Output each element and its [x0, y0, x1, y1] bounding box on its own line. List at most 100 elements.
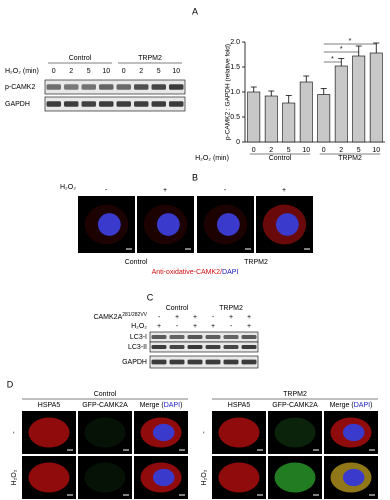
sign: + — [229, 314, 233, 321]
sign: + — [175, 314, 179, 321]
sign: - — [224, 187, 227, 194]
nucleus — [97, 213, 121, 236]
x-tick-label: 5 — [287, 147, 291, 154]
blot-band — [151, 359, 167, 365]
lane-label: 2 — [139, 68, 143, 75]
blot-frame — [149, 341, 259, 353]
blot-band — [205, 335, 221, 339]
column-label: HSPA5 — [228, 402, 251, 409]
row-label: - — [11, 431, 18, 434]
nucleus — [275, 213, 299, 236]
significance-star: * — [349, 38, 352, 45]
cell-stain — [218, 417, 260, 448]
cell-stain — [28, 417, 70, 448]
caption: Anti-oxidative-CAMK2/DAPI — [152, 269, 239, 276]
blot-band — [46, 101, 61, 107]
blot-band — [46, 84, 61, 90]
significance-star: * — [340, 46, 343, 53]
row-label: p-CAMK2 — [5, 84, 35, 91]
blot-band — [64, 84, 79, 90]
column-label: GFP-CAMK2A — [272, 402, 318, 409]
time-label: H₂O₂ (min) — [5, 68, 39, 75]
panel-label: D — [7, 379, 14, 389]
y-tick-label: 2.0 — [230, 39, 240, 46]
blot-band — [169, 101, 184, 107]
x-tick-label: 2 — [269, 147, 273, 154]
sign: + — [247, 323, 251, 330]
x-tick-label: 5 — [357, 147, 361, 154]
sign: + — [211, 323, 215, 330]
merge-dapi: DAPI — [164, 402, 180, 409]
group-label: Control — [269, 155, 292, 162]
blot-band — [241, 335, 257, 339]
group-label: Control — [69, 55, 92, 62]
lane-label: 2 — [69, 68, 73, 75]
blot-band — [151, 335, 167, 339]
nucleus — [216, 213, 240, 236]
nucleus — [342, 468, 365, 487]
blot-band — [187, 345, 203, 349]
group-label: TRPM2 — [244, 259, 268, 266]
lane-label: 10 — [102, 68, 110, 75]
blot-frame — [44, 96, 186, 112]
merge-open: Merge ( — [140, 402, 165, 409]
group-label: TRPM2 — [338, 155, 362, 162]
column-label: HSPA5 — [38, 402, 61, 409]
row-label: H₂O₂ — [201, 469, 208, 485]
y-axis-label: p-CAMK2 : GAPDH (relative fold) — [225, 44, 232, 140]
error-bar — [285, 95, 292, 103]
micrograph — [268, 411, 322, 454]
error-bar — [355, 45, 362, 56]
bar — [264, 95, 278, 143]
group-label: Control — [125, 259, 148, 266]
x-tick-label: 0 — [322, 147, 326, 154]
blot-band — [169, 335, 185, 339]
sign: + — [163, 187, 167, 194]
construct-superscript: 281/282VV — [122, 312, 147, 318]
sign: + — [157, 323, 161, 330]
nucleus — [156, 213, 180, 236]
panel-label: A — [192, 6, 198, 16]
merge-close: ) — [370, 402, 372, 409]
blot-band — [81, 101, 96, 107]
error-bar — [303, 75, 310, 82]
bar — [369, 52, 383, 143]
blot-band — [223, 359, 239, 365]
row-label: GAPDH — [122, 359, 147, 366]
construct-name: CAMK2A — [93, 314, 122, 321]
panel-label: B — [192, 172, 198, 182]
bar — [317, 94, 331, 143]
blot-band — [151, 84, 166, 90]
nucleus — [152, 423, 175, 442]
lane-label: 0 — [122, 68, 126, 75]
bar — [282, 102, 296, 143]
blot-band — [241, 359, 257, 365]
x-tick-label: 0 — [252, 147, 256, 154]
blot-band — [169, 345, 185, 349]
caption-stain: Anti-oxidative-CAMK2/ — [152, 269, 222, 276]
panel-label: C — [147, 292, 154, 302]
lane-label: 5 — [157, 68, 161, 75]
blot-band — [223, 335, 239, 339]
row-label: CAMK2A281/282VV — [93, 312, 147, 321]
significance-star: * — [331, 56, 334, 63]
group-label: TRPM2 — [219, 305, 243, 312]
row-label: GAPDH — [5, 101, 30, 108]
merge-dapi: DAPI — [354, 402, 370, 409]
cell-stain — [28, 462, 70, 493]
blot-frame — [44, 79, 186, 95]
caption-counterstain: DAPI — [222, 269, 238, 276]
column-label: Merge (DAPI) — [330, 402, 373, 409]
nucleus — [152, 468, 175, 487]
cell-stain — [274, 462, 316, 493]
treatment-label: H₂O₂ — [60, 184, 76, 191]
error-bar — [250, 86, 257, 92]
blot-band — [99, 101, 114, 107]
lane-label: 5 — [87, 68, 91, 75]
blot-frame — [149, 355, 259, 369]
blot-band — [81, 84, 96, 90]
blot-band — [169, 359, 185, 365]
row-label: LC3-II — [128, 344, 147, 351]
x-tick-label: 2 — [339, 147, 343, 154]
